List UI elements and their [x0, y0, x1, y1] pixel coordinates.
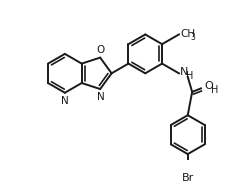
Text: N: N: [61, 96, 69, 106]
Text: H: H: [211, 85, 218, 95]
Text: CH: CH: [181, 29, 196, 39]
Text: O: O: [96, 45, 104, 55]
Text: 3: 3: [190, 33, 195, 42]
Text: N: N: [97, 92, 105, 102]
Text: H: H: [186, 71, 193, 81]
Text: Br: Br: [182, 173, 194, 181]
Text: N: N: [180, 67, 188, 77]
Text: O: O: [204, 81, 213, 91]
